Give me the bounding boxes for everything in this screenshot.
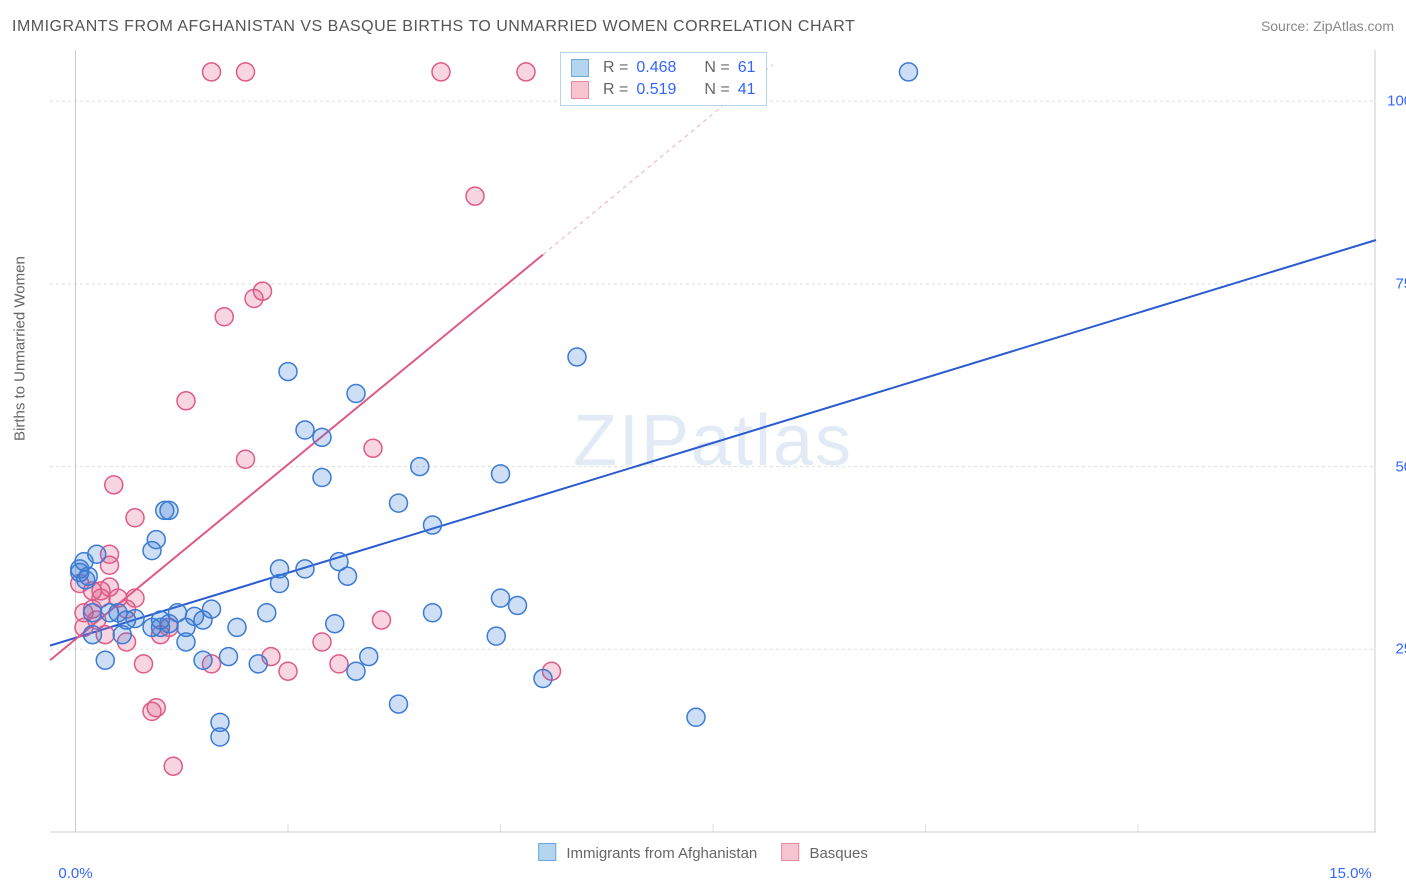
n-label: N =: [704, 81, 729, 99]
source-label: Source: ZipAtlas.com: [1261, 18, 1394, 34]
chart-container: IMMIGRANTS FROM AFGHANISTAN VS BASQUE BI…: [0, 0, 1406, 892]
legend-label: Immigrants from Afghanistan: [566, 845, 757, 862]
chart-title: IMMIGRANTS FROM AFGHANISTAN VS BASQUE BI…: [12, 18, 855, 36]
y-tick-label: 50.0%: [1395, 458, 1406, 475]
square-icon: [571, 81, 589, 99]
r-label: R =: [603, 81, 628, 99]
r-label: R =: [603, 59, 628, 77]
square-icon: [571, 59, 589, 77]
legend-item-1: Immigrants from Afghanistan: [538, 843, 757, 862]
chart-plot-area: ZIPatlas 25.0%50.0%75.0%100.0% 0.0%15.0%…: [50, 50, 1376, 832]
scatter-svg: [50, 50, 1376, 832]
x-axis-legend: Immigrants from Afghanistan Basques: [538, 843, 868, 862]
legend-item-2: Basques: [781, 843, 868, 862]
n-value: 61: [738, 59, 756, 77]
y-axis-label: Births to Unmarried Women: [12, 256, 29, 441]
corr-row-2: R = 0.519 N = 41: [571, 79, 756, 101]
square-icon: [781, 843, 799, 861]
y-tick-label: 100.0%: [1387, 93, 1406, 110]
x-tick-label: 0.0%: [58, 865, 92, 882]
title-bar: IMMIGRANTS FROM AFGHANISTAN VS BASQUE BI…: [12, 18, 1394, 36]
r-value: 0.468: [636, 59, 676, 77]
r-value: 0.519: [636, 81, 676, 99]
legend-label: Basques: [809, 845, 867, 862]
x-tick-label: 15.0%: [1329, 865, 1372, 882]
n-label: N =: [704, 59, 729, 77]
square-icon: [538, 843, 556, 861]
corr-row-1: R = 0.468 N = 61: [571, 57, 756, 79]
y-tick-label: 75.0%: [1395, 275, 1406, 292]
y-tick-label: 25.0%: [1395, 641, 1406, 658]
n-value: 41: [738, 81, 756, 99]
correlation-legend: R = 0.468 N = 61 R = 0.519 N = 41: [560, 52, 767, 106]
